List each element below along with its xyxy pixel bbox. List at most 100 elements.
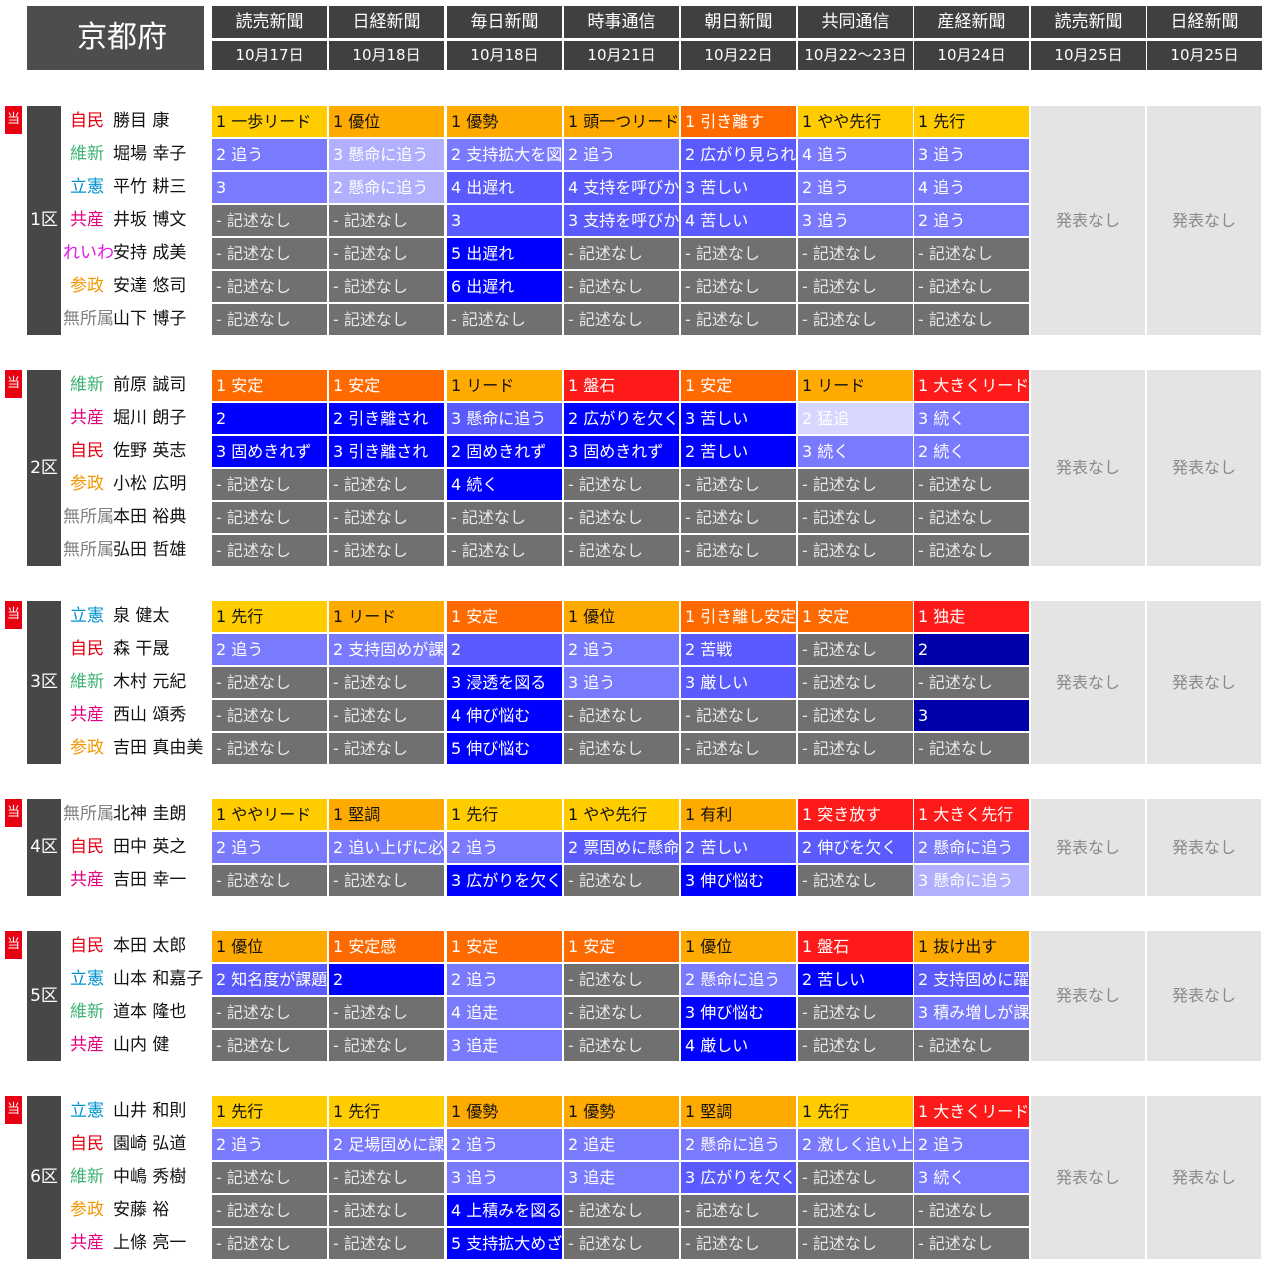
party-label: 共産 (70, 1233, 104, 1253)
forecast-cell: 2 伸びを欠く (798, 832, 913, 863)
forecast-cell: 2 追う (212, 832, 327, 863)
party-label: 共産 (70, 705, 104, 725)
forecast-cell: 3 (914, 700, 1029, 731)
forecast-cell: 3 苦しい (681, 403, 796, 434)
forecast-cell: 1 有利 (681, 799, 796, 830)
forecast-cell: - 記述なし (329, 271, 444, 302)
district-label: 5区 (27, 931, 61, 1061)
forecast-cell: - 記述なし (447, 304, 562, 335)
forecast-cell: 3 続く (798, 436, 913, 467)
forecast-cell: 2 知名度が課題 (212, 964, 327, 995)
candidate-name: 勝目 康 (113, 111, 170, 131)
candidate-name: 堀川 朗子 (113, 408, 187, 428)
forecast-cell: - 記述なし (212, 469, 327, 500)
party-label: 維新 (70, 144, 104, 164)
forecast-cell: - 記述なし (564, 469, 679, 500)
forecast-cell: - 記述なし (798, 700, 913, 731)
candidate-name: 泉 健太 (113, 606, 170, 626)
survey-date: 10月21日 (564, 41, 679, 70)
forecast-cell: 1 盤石 (798, 931, 913, 962)
forecast-cell: 2 苦しい (681, 832, 796, 863)
forecast-cell: 2 懸命に追う (681, 964, 796, 995)
forecast-cell: 2 支持固めが課題 (329, 634, 444, 665)
winner-mark: 当 (5, 601, 22, 629)
forecast-cell: - 記述なし (447, 502, 562, 533)
forecast-cell: - 記述なし (564, 304, 679, 335)
district-label: 3区 (27, 601, 61, 764)
party-label: 自民 (70, 837, 104, 857)
forecast-cell: - 記述なし (914, 502, 1029, 533)
forecast-cell: - 記述なし (798, 1030, 913, 1061)
forecast-cell: 4 上積みを図る (447, 1195, 562, 1226)
forecast-cell: - 記述なし (564, 535, 679, 566)
forecast-cell: 6 出遅れ (447, 271, 562, 302)
forecast-cell: - 記述なし (329, 1162, 444, 1193)
forecast-cell: 1 リード (329, 601, 444, 632)
candidate-name: 吉田 真由美 (113, 738, 204, 758)
forecast-cell: 1 優勢 (447, 106, 562, 137)
media-name: 時事通信 (564, 6, 679, 38)
forecast-cell: 1 抜け出す (914, 931, 1029, 962)
forecast-cell: 4 続く (447, 469, 562, 500)
forecast-cell: 3 広がりを欠く (681, 1162, 796, 1193)
forecast-cell: 2 追う (447, 1129, 562, 1160)
forecast-cell: 2 追う (212, 634, 327, 665)
forecast-cell: 1 安定 (212, 370, 327, 401)
forecast-cell: 1 安定感 (329, 931, 444, 962)
forecast-cell: 1 先行 (914, 106, 1029, 137)
forecast-cell: - 記述なし (329, 469, 444, 500)
forecast-cell: - 記述なし (212, 502, 327, 533)
forecast-cell: - 記述なし (329, 733, 444, 764)
forecast-cell: 4 苦しい (681, 205, 796, 236)
forecast-cell: - 記述なし (212, 535, 327, 566)
forecast-cell: 3 追う (798, 205, 913, 236)
forecast-cell: - 記述なし (447, 535, 562, 566)
forecast-cell: - 記述なし (798, 469, 913, 500)
forecast-cell: 3 伸び悩む (681, 997, 796, 1028)
no-publication: 発表なし (1147, 601, 1261, 764)
forecast-cell: 4 支持を呼びかけ (564, 172, 679, 203)
candidate-name: 田中 英之 (113, 837, 187, 857)
forecast-cell: - 記述なし (564, 997, 679, 1028)
forecast-cell: - 記述なし (329, 1030, 444, 1061)
forecast-cell: - 記述なし (212, 1030, 327, 1061)
party-label: 無所属 (63, 540, 114, 560)
candidate-name: 本田 太郎 (113, 936, 187, 956)
forecast-cell: - 記述なし (798, 502, 913, 533)
forecast-cell: 1 独走 (914, 601, 1029, 632)
forecast-cell: 1 安定 (447, 601, 562, 632)
district-label: 2区 (27, 370, 61, 566)
party-label: 維新 (70, 375, 104, 395)
candidate-name: 平竹 耕三 (113, 177, 187, 197)
forecast-cell: - 記述なし (681, 1195, 796, 1226)
no-publication: 発表なし (1031, 1096, 1145, 1259)
forecast-cell: - 記述なし (798, 1228, 913, 1259)
forecast-cell: 5 出遅れ (447, 238, 562, 269)
candidate-name: 中嶋 秀樹 (113, 1167, 187, 1187)
forecast-cell: 1 引き離す (681, 106, 796, 137)
candidate-name: 森 干晟 (113, 639, 170, 659)
forecast-cell: - 記述なし (798, 997, 913, 1028)
forecast-cell: 1 優勢 (564, 1096, 679, 1127)
party-label: 参政 (70, 474, 104, 494)
forecast-cell: - 記述なし (329, 205, 444, 236)
forecast-cell: - 記述なし (914, 667, 1029, 698)
candidate-name: 吉田 幸一 (113, 870, 187, 890)
no-publication: 発表なし (1031, 601, 1145, 764)
party-label: 維新 (70, 1167, 104, 1187)
candidate-name: 小松 広明 (113, 474, 187, 494)
survey-date: 10月25日 (1147, 41, 1262, 70)
party-label: 参政 (70, 1200, 104, 1220)
forecast-cell: - 記述なし (329, 700, 444, 731)
forecast-cell: 4 追う (914, 172, 1029, 203)
forecast-cell: 3 懸命に追う (447, 403, 562, 434)
candidate-name: 北神 圭朗 (113, 804, 187, 824)
forecast-cell: 1 安定 (798, 601, 913, 632)
party-label: 参政 (70, 738, 104, 758)
forecast-cell: 2 追う (212, 139, 327, 170)
forecast-cell: - 記述なし (914, 1030, 1029, 1061)
forecast-cell: - 記述なし (212, 205, 327, 236)
party-label: 立憲 (70, 1101, 104, 1121)
forecast-cell: - 記述なし (329, 1195, 444, 1226)
forecast-cell: 2 足場固めに課題 (329, 1129, 444, 1160)
